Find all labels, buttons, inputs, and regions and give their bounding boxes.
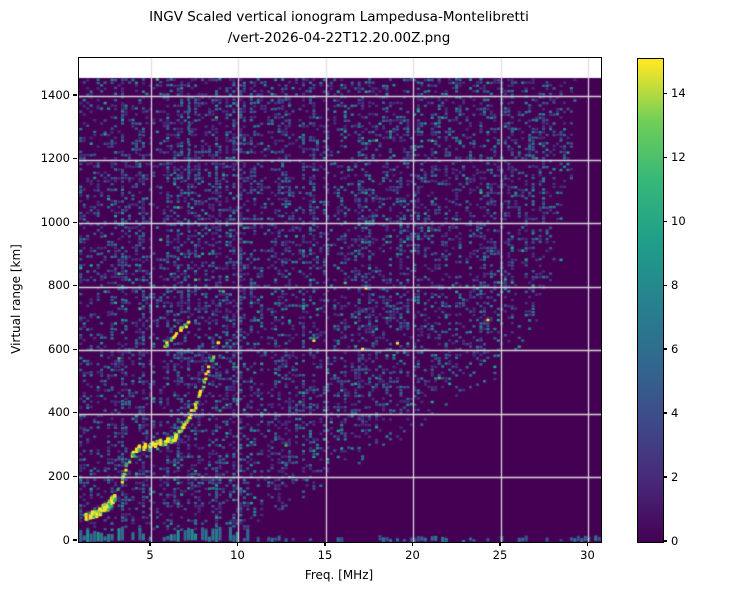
colorbar <box>637 58 664 543</box>
x-tick-label: 5 <box>146 548 154 562</box>
chart-title: INGV Scaled vertical ionogram Lampedusa-… <box>78 7 600 49</box>
colorbar-tick-mark <box>663 92 667 94</box>
y-tick-label: 400 <box>48 405 70 420</box>
plot-area <box>78 57 602 543</box>
y-tick-label: 1200 <box>40 151 70 166</box>
x-tick-label: 15 <box>317 548 333 562</box>
x-tick-label: 20 <box>405 548 420 562</box>
colorbar-tick-label: 8 <box>671 277 679 292</box>
ionogram-heatmap-canvas <box>79 58 601 542</box>
colorbar-tick-label: 10 <box>671 213 686 228</box>
colorbar-tick-mark <box>663 284 667 286</box>
colorbar-tick-label: 14 <box>671 85 686 100</box>
colorbar-tick-mark <box>663 220 667 222</box>
x-tick-label: 25 <box>492 548 508 562</box>
y-tick-mark <box>73 285 77 287</box>
x-tick-mark <box>236 542 239 546</box>
y-tick-label: 1000 <box>40 214 70 229</box>
colorbar-tick-mark <box>663 156 667 158</box>
y-tick-mark <box>73 221 77 223</box>
x-tick-mark <box>499 542 501 546</box>
x-tick-mark <box>324 542 326 546</box>
x-tick-mark <box>586 542 589 546</box>
colorbar-tick-label: 4 <box>671 405 679 420</box>
y-tick-mark <box>73 412 77 414</box>
colorbar-tick-mark <box>663 540 667 542</box>
y-tick-label: 800 <box>48 278 70 293</box>
x-tick-label: 30 <box>580 548 595 562</box>
x-tick-mark <box>411 542 414 546</box>
colorbar-tick-mark <box>663 412 667 414</box>
x-tick-mark <box>149 542 151 546</box>
y-tick-label: 600 <box>48 341 70 356</box>
colorbar-tick-label: 2 <box>671 469 679 484</box>
colorbar-tick-label: 12 <box>671 149 686 164</box>
x-tick-label: 10 <box>230 548 245 562</box>
y-tick-mark <box>73 94 77 96</box>
x-axis-label: Freq. [MHz] <box>304 568 374 582</box>
y-tick-mark <box>73 539 77 541</box>
y-tick-mark <box>73 157 77 160</box>
chart-title-line2: /vert-2026-04-22T12.20.00Z.png <box>227 30 451 46</box>
y-tick-label: 0 <box>62 532 70 547</box>
y-tick-mark <box>73 475 77 478</box>
y-axis-label: Virtual range [km] <box>9 244 23 354</box>
chart-title-line1: INGV Scaled vertical ionogram Lampedusa-… <box>149 9 529 25</box>
y-tick-label: 1400 <box>40 87 70 102</box>
colorbar-tick-label: 6 <box>671 341 679 356</box>
y-tick-label: 200 <box>48 468 70 483</box>
y-tick-mark <box>73 348 77 350</box>
colorbar-tick-mark <box>663 476 667 478</box>
colorbar-tick-mark <box>663 348 667 350</box>
colorbar-tick-label: 0 <box>671 533 679 548</box>
